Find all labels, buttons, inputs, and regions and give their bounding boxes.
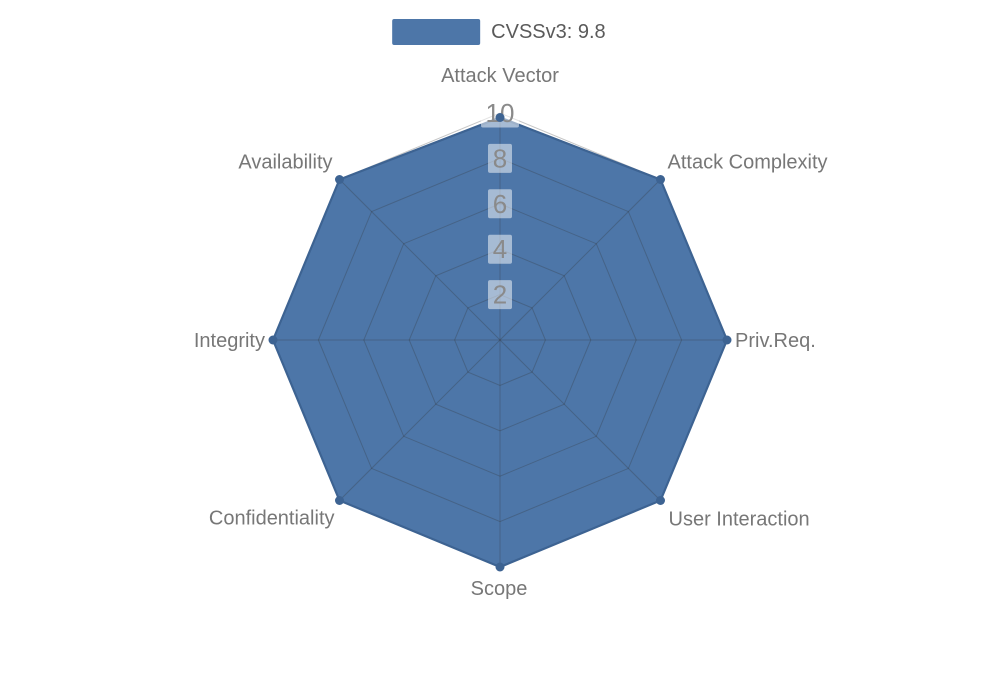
radar-area[interactable] [273,117,727,568]
axis-label-attack-vector: Attack Vector [441,65,559,87]
tick-label-2: 2 [493,280,507,310]
tick-label-4: 4 [493,234,507,264]
data-point-priv-req[interactable] [722,335,732,345]
grid-ring-8 [317,157,683,523]
axis-line-user-interaction [499,339,661,501]
grid-ring-6 [363,203,637,477]
tick-box-2 [488,280,512,310]
axis-label-integrity: Integrity [194,330,265,352]
grid-ring-4 [408,248,592,432]
data-point-user-interaction[interactable] [656,496,665,505]
axis-line-confidentiality [339,339,501,501]
data-point-scope[interactable] [495,562,505,572]
tick-box-4 [488,234,512,264]
data-point-availability[interactable] [335,175,344,184]
tick-box-8 [488,143,512,173]
legend-item[interactable]: CVSSv3: 9.8 [392,19,606,45]
axis-line-availability [339,179,501,341]
axis-label-user-interaction: User Interaction [669,509,810,531]
data-point-attack-vector[interactable] [495,113,505,122]
data-point-attack-complexity[interactable] [656,175,665,184]
grid-ring-2 [454,294,546,386]
tick-box-6 [488,189,512,219]
legend-swatch-icon [392,19,481,45]
axis-label-availability: Availability [238,152,332,174]
axis-label-scope: Scope [471,578,528,600]
axis-line-attack-complexity [499,179,661,341]
data-point-confidentiality[interactable] [335,496,344,505]
tick-label-8: 8 [493,143,507,173]
legend-label: CVSSv3: 9.8 [491,20,606,43]
tick-label-6: 6 [493,189,507,219]
axis-label-confidentiality: Confidentiality [209,508,335,530]
axis-label-attack-complexity: Attack Complexity [668,152,828,174]
axis-label-priv-req: Priv.Req. [735,330,816,352]
data-point-integrity[interactable] [268,335,278,345]
